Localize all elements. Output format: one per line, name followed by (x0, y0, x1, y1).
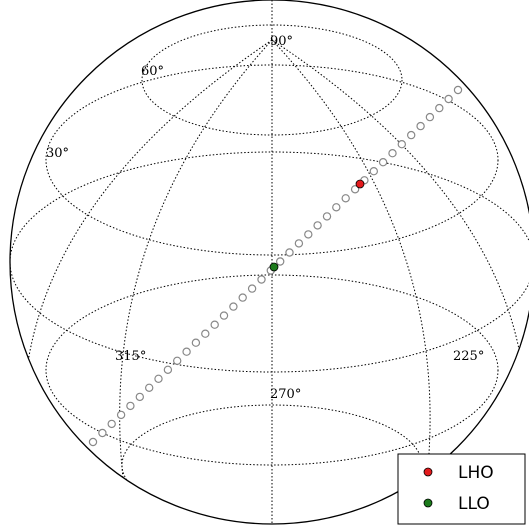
track-point (107, 419, 116, 429)
track-point (247, 284, 257, 293)
track-points (88, 85, 463, 447)
meridian-225 (271, 39, 431, 524)
track-point (257, 275, 266, 284)
track-point (332, 203, 341, 212)
track-point (350, 185, 360, 194)
legend-lho-marker (423, 467, 433, 477)
track-point (191, 338, 201, 347)
track-point (285, 248, 294, 257)
llo-point (269, 262, 279, 272)
track-point (229, 302, 238, 311)
legend-llo-label: LLO (458, 494, 490, 514)
track-point (397, 139, 406, 149)
tick-label-lat-90: 90° (270, 34, 293, 49)
track-point (435, 103, 444, 113)
legend-box (397, 453, 526, 525)
tick-label-lat-60: 60° (141, 64, 164, 79)
track-point (126, 401, 135, 411)
track-point (276, 257, 285, 266)
legend: LHO LLO (397, 453, 526, 525)
track-point (388, 148, 397, 158)
track-point (444, 94, 453, 104)
globe-outline (9, 0, 529, 525)
track-point (135, 392, 144, 402)
track-point (163, 365, 173, 374)
latitude-line-60 (141, 24, 403, 136)
track-point (172, 356, 182, 365)
tick-label-lon-225: 225° (453, 349, 484, 364)
track-point (98, 428, 107, 438)
track-point (210, 320, 219, 329)
legend-llo-marker (423, 498, 433, 508)
track-point (238, 293, 247, 302)
track-point (322, 212, 332, 221)
track-point (219, 311, 229, 320)
track-point (154, 374, 163, 383)
track-point (407, 130, 416, 140)
track-point (144, 383, 154, 392)
track-point (116, 410, 126, 420)
track-point (378, 157, 388, 167)
track-point (369, 166, 378, 176)
latitude-line-minus30 (45, 274, 499, 466)
track-point (182, 347, 191, 356)
track-point (294, 239, 304, 248)
latitude-line-30 (45, 64, 499, 256)
track-point (313, 221, 322, 230)
track-point (201, 329, 210, 338)
tick-label-lat-30: 30° (46, 146, 69, 161)
tick-label-lon-315: 315° (115, 349, 146, 364)
track-point (425, 112, 435, 122)
track-point (304, 230, 313, 239)
latitude-line-0 (10, 151, 529, 373)
meridian-315 (119, 39, 273, 524)
track-point (88, 437, 98, 447)
meridian-360 (23, 39, 273, 524)
track-point (341, 194, 350, 203)
lho-point (355, 179, 365, 189)
legend-lho-label: LHO (458, 463, 494, 483)
track-point (453, 85, 463, 95)
tick-label-lon-270: 270° (270, 387, 301, 402)
track-point (416, 121, 425, 131)
